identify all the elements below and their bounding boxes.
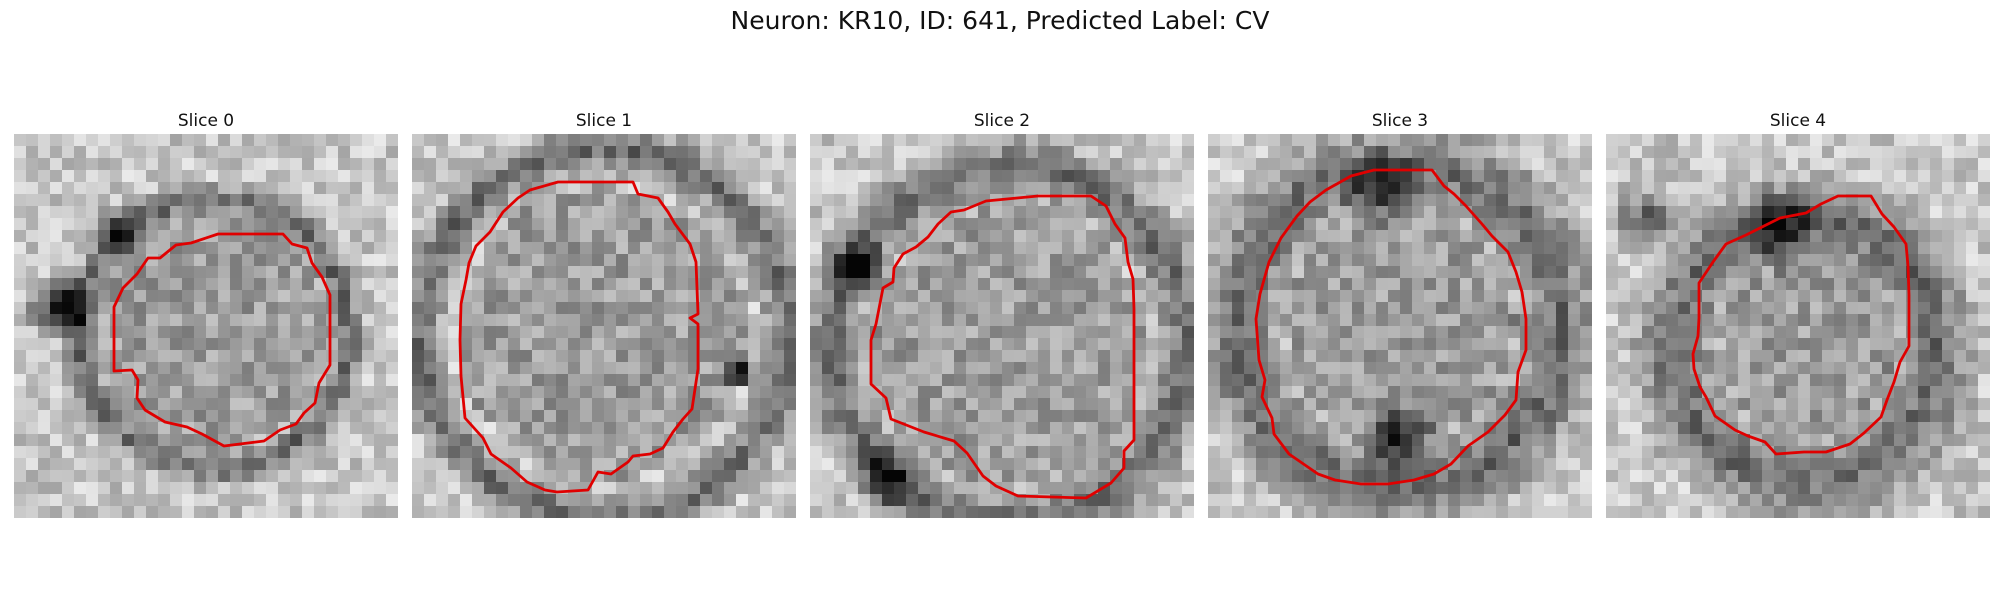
slice-title: Slice 1 <box>575 111 633 131</box>
slice-panel-0: Slice 0 <box>14 108 398 518</box>
slice-panel-3: Slice 3 <box>1208 108 1592 518</box>
cell-contour <box>869 194 1136 500</box>
grayscale-image <box>1606 134 1990 518</box>
slice-panel-2: Slice 2 <box>810 108 1194 518</box>
slice-title: Slice 4 <box>1769 111 1827 131</box>
slice-panel-1: Slice 1 <box>412 108 796 518</box>
slice-image <box>810 134 1194 518</box>
slice-image <box>412 134 796 518</box>
slice-title: Slice 0 <box>177 111 235 131</box>
contour-outline <box>1691 194 1911 456</box>
cell-contour <box>112 232 332 448</box>
slice-panel-4: Slice 4 <box>1606 108 1990 518</box>
cell-contour <box>1254 168 1528 486</box>
slice-image <box>1208 134 1592 518</box>
figure-title: Neuron: KR10, ID: 641, Predicted Label: … <box>730 6 1270 35</box>
contour-outline <box>458 180 700 494</box>
cell-contour <box>458 180 700 494</box>
slice-image <box>14 134 398 518</box>
slice-image <box>1606 134 1990 518</box>
contour-outline <box>869 194 1136 500</box>
grayscale-image <box>1208 134 1592 518</box>
contour-outline <box>1254 168 1528 486</box>
grayscale-image <box>412 134 796 518</box>
cell-contour <box>1691 194 1911 456</box>
slice-title: Slice 3 <box>1371 111 1429 131</box>
slice-title: Slice 2 <box>973 111 1031 131</box>
grayscale-image <box>14 134 398 518</box>
contour-outline <box>112 232 332 448</box>
